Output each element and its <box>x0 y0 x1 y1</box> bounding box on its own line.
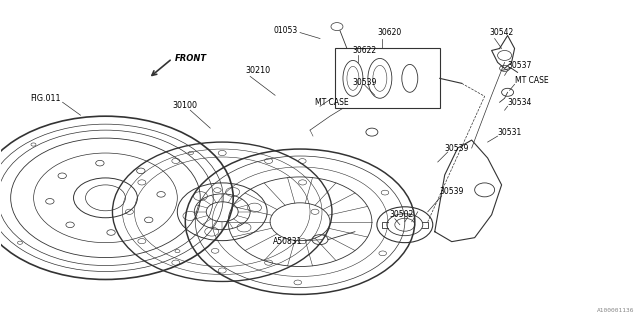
Text: 30622: 30622 <box>352 46 376 55</box>
Text: 30539: 30539 <box>445 144 469 153</box>
Text: 30100: 30100 <box>172 101 197 110</box>
Text: 30502: 30502 <box>390 210 414 219</box>
Text: MT CASE: MT CASE <box>515 76 548 85</box>
Text: 30539: 30539 <box>440 188 464 196</box>
Text: FRONT: FRONT <box>175 54 207 63</box>
Text: 30539: 30539 <box>352 78 376 87</box>
Text: FIG.011: FIG.011 <box>31 94 61 103</box>
Text: 30534: 30534 <box>508 98 532 107</box>
Text: 30210: 30210 <box>245 66 270 75</box>
Text: 30542: 30542 <box>490 28 514 37</box>
Text: 01053: 01053 <box>274 26 298 35</box>
Text: A100001136: A100001136 <box>597 308 634 313</box>
Text: MT CASE: MT CASE <box>315 98 349 107</box>
Text: 30531: 30531 <box>498 128 522 137</box>
Text: A50831: A50831 <box>273 237 302 246</box>
Text: 30620: 30620 <box>378 28 402 37</box>
Text: 30537: 30537 <box>508 61 532 70</box>
